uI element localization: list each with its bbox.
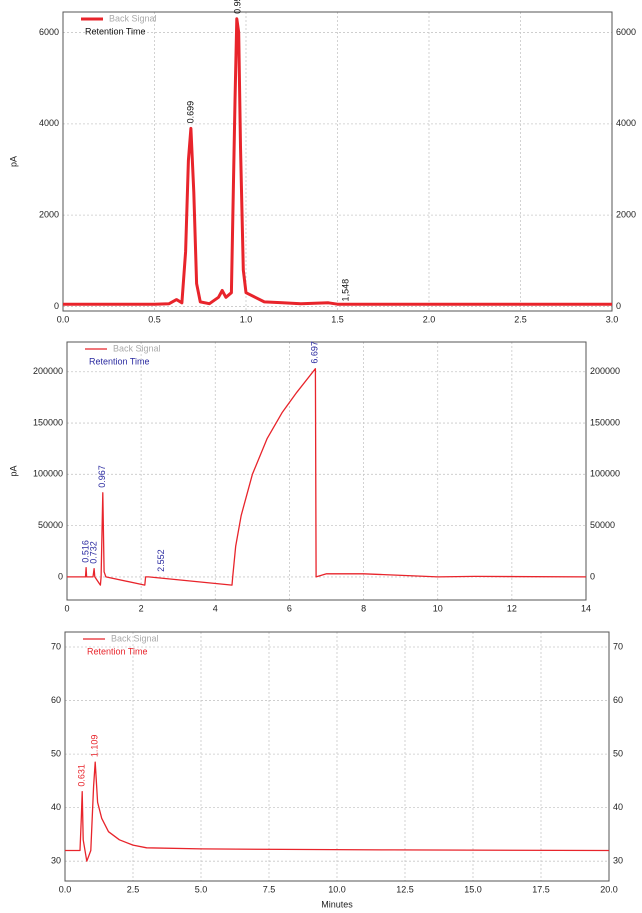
y-axis-title: pA <box>8 156 18 167</box>
signal-line <box>63 17 612 306</box>
y-tick-label: 60 <box>51 695 61 705</box>
y2-tick-label: 60 <box>613 695 623 705</box>
chart-panel: 0 0 50000 50000 100000 100000 150000 150000 2000… <box>8 341 620 613</box>
x-tick-label: 20.0 <box>600 884 618 894</box>
y-tick-label: 40 <box>51 802 61 812</box>
y-tick-label: 200000 <box>33 366 63 376</box>
x-tick-label: 7.5 <box>263 884 276 894</box>
x-tick-label: 0.5 <box>148 314 161 324</box>
y2-tick-label: 0 <box>590 571 595 581</box>
legend-label: Back Signal <box>113 343 161 353</box>
y-tick-label: 0 <box>54 301 59 311</box>
x-tick-label: 3.0 <box>606 314 619 324</box>
peak-label: 0.699 <box>185 101 195 124</box>
y-tick-label: 4000 <box>39 118 59 128</box>
signal-line <box>67 368 587 586</box>
y-tick-label: 70 <box>51 641 61 651</box>
y-tick-label: 50 <box>51 748 61 758</box>
peak-label: 6.697 <box>310 341 320 364</box>
peak-label: 1,548 <box>341 279 351 302</box>
peak-label: 0.957 <box>233 0 243 14</box>
y2-tick-label: 70 <box>613 641 623 651</box>
plot-frame <box>66 341 587 601</box>
x-tick-label: 2 <box>139 603 144 613</box>
peak-label: 0.631 <box>77 764 87 787</box>
x-tick-label: 2.5 <box>127 884 140 894</box>
x-axis-title: Minutes <box>321 899 353 909</box>
y-tick-label: 50000 <box>38 520 63 530</box>
y-tick-label: 30 <box>51 856 61 866</box>
y2-tick-label: 30 <box>613 856 623 866</box>
legend-label: Back Signal <box>111 633 159 643</box>
legend-subtitle: Retention Time <box>89 356 150 366</box>
x-tick-label: 14 <box>581 603 591 613</box>
legend-label: Back Signal <box>109 13 157 23</box>
legend-subtitle: Retention Time <box>85 26 146 36</box>
x-tick-label: 17.5 <box>532 884 550 894</box>
y2-tick-label: 6000 <box>616 27 636 37</box>
x-tick-label: 1.0 <box>240 314 253 324</box>
y2-tick-label: 4000 <box>616 118 636 128</box>
peak-label: 0.732 <box>89 541 99 564</box>
y2-tick-label: 50 <box>613 748 623 758</box>
y-tick-label: 100000 <box>33 469 63 479</box>
plot-frame <box>62 11 613 312</box>
legend-subtitle: Retention Time <box>87 646 148 656</box>
x-tick-label: 6 <box>287 603 292 613</box>
y2-tick-label: 100000 <box>590 469 620 479</box>
chart-panel: 0 0 2000 2000 4000 4000 6000 6000 0.0 0.5 1.0 1.5 2.… <box>8 0 636 324</box>
x-tick-label: 0.0 <box>59 884 72 894</box>
x-tick-label: 8 <box>361 603 366 613</box>
y-tick-label: 2000 <box>39 210 59 220</box>
x-tick-label: 15.0 <box>464 884 482 894</box>
x-tick-label: 2.5 <box>514 314 527 324</box>
y2-tick-label: 2000 <box>616 210 636 220</box>
y2-tick-label: 0 <box>616 301 621 311</box>
signal-line <box>65 761 610 862</box>
x-tick-label: 10 <box>433 603 443 613</box>
y2-tick-label: 200000 <box>590 366 620 376</box>
y-tick-label: 0 <box>58 571 63 581</box>
x-tick-label: 12 <box>507 603 517 613</box>
x-tick-label: 12.5 <box>396 884 414 894</box>
peak-label: 2.552 <box>156 549 166 572</box>
x-tick-label: 0.0 <box>57 314 70 324</box>
y-axis-title: pA <box>8 465 18 476</box>
peak-label: 1.109 <box>90 735 100 758</box>
peak-label: 0.967 <box>97 465 107 488</box>
y2-tick-label: 50000 <box>590 520 615 530</box>
y2-tick-label: 40 <box>613 802 623 812</box>
plot-frame <box>64 631 610 882</box>
x-tick-label: 2.0 <box>423 314 436 324</box>
x-tick-label: 4 <box>213 603 218 613</box>
y-tick-label: 150000 <box>33 417 63 427</box>
y2-tick-label: 150000 <box>590 417 620 427</box>
peak-label: 0.516 <box>81 540 91 563</box>
chart-panel: 30 30 40 40 50 50 60 60 70 70 0.0 2.5 5.0 7.5 10.0 12.5… <box>51 631 623 909</box>
y-tick-label: 6000 <box>39 27 59 37</box>
plot-area <box>67 342 586 600</box>
x-tick-label: 1.5 <box>331 314 344 324</box>
x-tick-label: 10.0 <box>328 884 346 894</box>
x-tick-label: 0 <box>64 603 69 613</box>
x-tick-label: 5.0 <box>195 884 208 894</box>
